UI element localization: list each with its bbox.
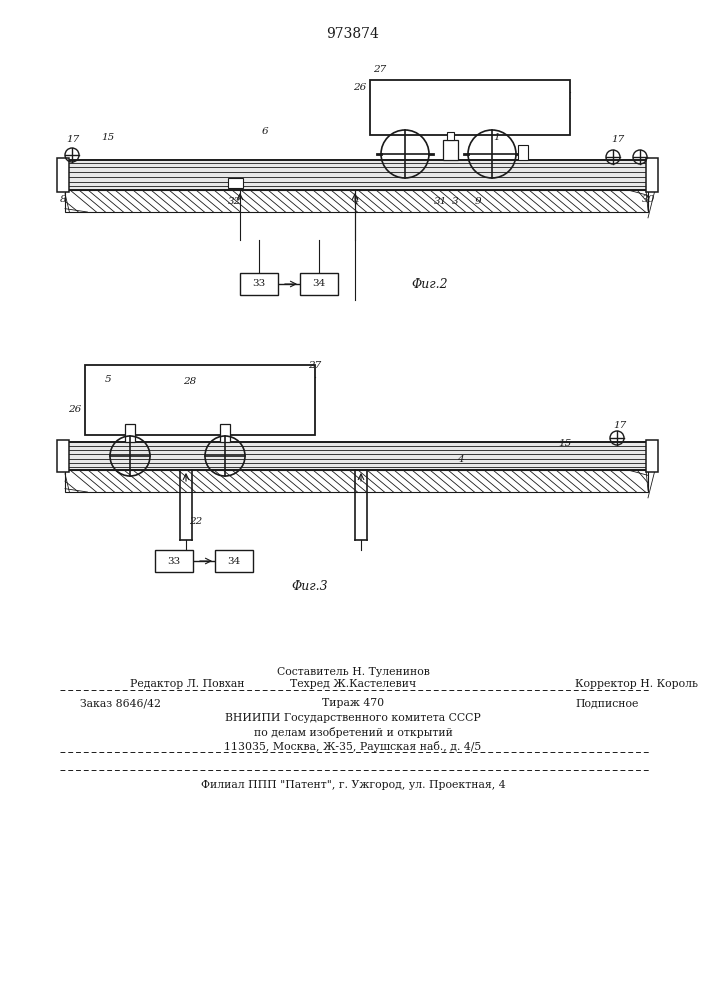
Text: по делам изобретений и открытий: по делам изобретений и открытий [254,726,452,738]
Text: 17: 17 [614,422,626,430]
Bar [57,158,69,192]
Text: 34: 34 [312,279,326,288]
Text: 6: 6 [262,127,269,136]
Bar [65,160,648,190]
Bar [443,140,458,160]
Text: Заказ 8646/42: Заказ 8646/42 [80,698,161,708]
Text: 17: 17 [612,135,624,144]
Text: Тираж 470: Тираж 470 [322,698,384,708]
Text: Редактор Л. Повхан: Редактор Л. Повхан [130,679,245,689]
Text: 8: 8 [59,196,66,205]
Text: 33: 33 [168,556,180,566]
Text: Φиг.3: Φиг.3 [292,580,328,592]
Text: 17: 17 [66,135,80,144]
Bar [228,178,243,188]
Text: Φиг.2: Φиг.2 [411,277,448,290]
Bar [65,470,648,492]
Bar [240,273,278,295]
Bar [646,158,658,192]
Text: Составитель Н. Туленинов: Составитель Н. Туленинов [276,667,429,677]
Bar [300,273,338,295]
Text: 4: 4 [351,198,358,207]
Bar [57,440,69,472]
Text: 27: 27 [373,66,387,75]
Text: 3: 3 [452,198,458,207]
Bar [215,550,253,572]
Text: 26: 26 [69,406,81,414]
Text: Корректор Н. Король: Корректор Н. Король [575,679,698,689]
Bar [646,440,658,472]
Text: 15: 15 [559,440,572,448]
Bar [518,145,528,160]
Bar [220,424,230,442]
Bar [65,442,648,470]
Text: 26: 26 [354,84,367,93]
Text: 4: 4 [457,456,463,464]
Bar [155,550,193,572]
Bar [65,190,648,212]
Text: 31: 31 [433,198,447,207]
Text: 15: 15 [101,133,115,142]
Text: 973874: 973874 [327,27,380,41]
Text: Филиал ППП "Патент", г. Ужгород, ул. Проектная, 4: Филиал ППП "Патент", г. Ужгород, ул. Про… [201,780,506,790]
Text: 1: 1 [493,132,501,141]
Bar [85,365,315,435]
Text: Подписное: Подписное [575,698,638,708]
Text: 33: 33 [252,279,266,288]
Text: 30: 30 [641,196,655,205]
Text: 27: 27 [308,360,322,369]
Text: 22: 22 [189,518,203,526]
Text: 34: 34 [228,556,240,566]
Bar [370,80,570,135]
Text: ВНИИПИ Государственного комитета СССР: ВНИИПИ Государственного комитета СССР [225,713,481,723]
Text: 113035, Москва, Ж-35, Раушская наб., д. 4/5: 113035, Москва, Ж-35, Раушская наб., д. … [224,740,481,752]
Text: Техред Ж.Кастелевич: Техред Ж.Кастелевич [290,679,416,689]
Text: 9: 9 [474,198,481,207]
Bar [447,132,454,140]
Bar [125,424,135,442]
Text: 28: 28 [183,377,197,386]
Text: 32: 32 [228,198,242,207]
Text: 5: 5 [105,375,111,384]
